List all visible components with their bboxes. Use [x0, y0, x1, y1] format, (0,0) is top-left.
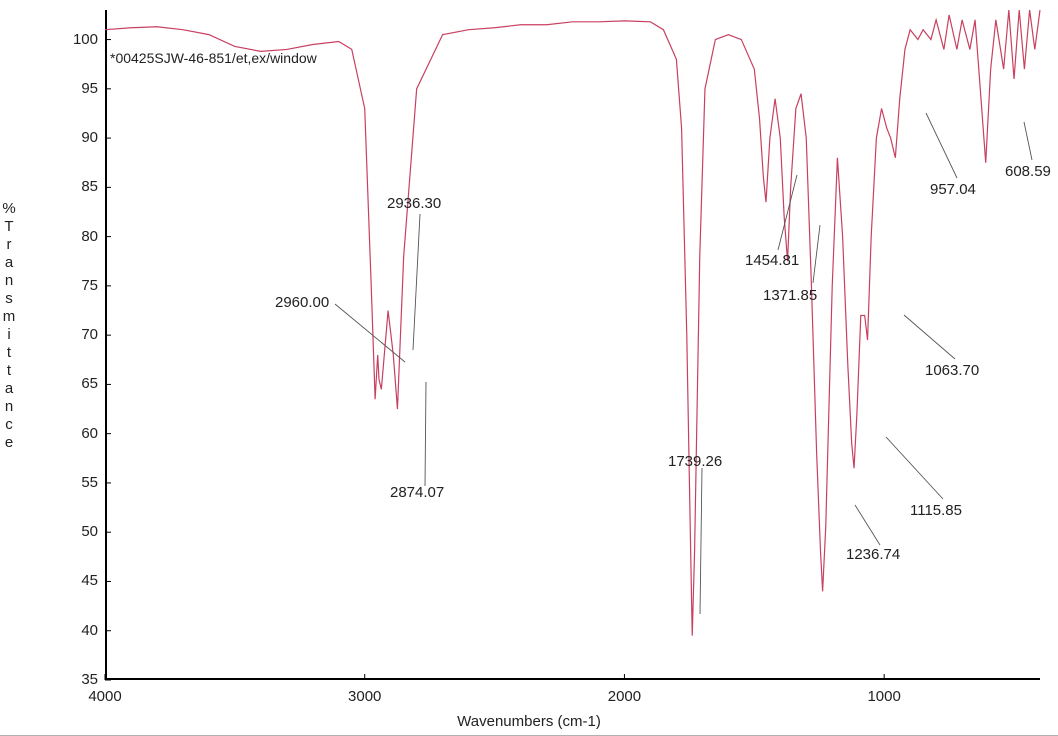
y-tick-label: 65	[58, 375, 98, 392]
x-tick-label: 2000	[608, 688, 641, 705]
spectrum-svg	[0, 0, 1058, 736]
y-tick-label: 80	[58, 228, 98, 245]
peak-label: 1454.81	[745, 252, 799, 269]
x-tick-label: 4000	[88, 688, 121, 705]
y-tick-label: 40	[58, 622, 98, 639]
y-tick-label: 50	[58, 523, 98, 540]
peak-label: 1236.74	[846, 546, 900, 563]
peak-label: 608.59	[1005, 163, 1051, 180]
y-tick-label: 95	[58, 80, 98, 97]
x-tick-label: 1000	[867, 688, 900, 705]
y-tick-label: 70	[58, 326, 98, 343]
y-tick-label: 45	[58, 572, 98, 589]
x-tick-label: 3000	[348, 688, 381, 705]
ir-spectrum-chart: %Transmittance *00425SJW-46-851/et,ex/wi…	[0, 0, 1058, 736]
y-tick-label: 75	[58, 277, 98, 294]
peak-label: 2960.00	[275, 294, 329, 311]
y-tick-label: 85	[58, 178, 98, 195]
y-tick-label: 60	[58, 425, 98, 442]
peak-label: 1063.70	[925, 362, 979, 379]
peak-label: 2936.30	[387, 195, 441, 212]
peak-label: 1371.85	[763, 287, 817, 304]
peak-label: 2874.07	[390, 484, 444, 501]
y-tick-label: 100	[58, 31, 98, 48]
peak-label: 1115.85	[910, 502, 962, 519]
y-tick-label: 90	[58, 129, 98, 146]
peak-label: 957.04	[930, 181, 976, 198]
y-tick-label: 35	[58, 671, 98, 688]
peak-label: 1739.26	[668, 453, 722, 470]
y-tick-label: 55	[58, 474, 98, 491]
